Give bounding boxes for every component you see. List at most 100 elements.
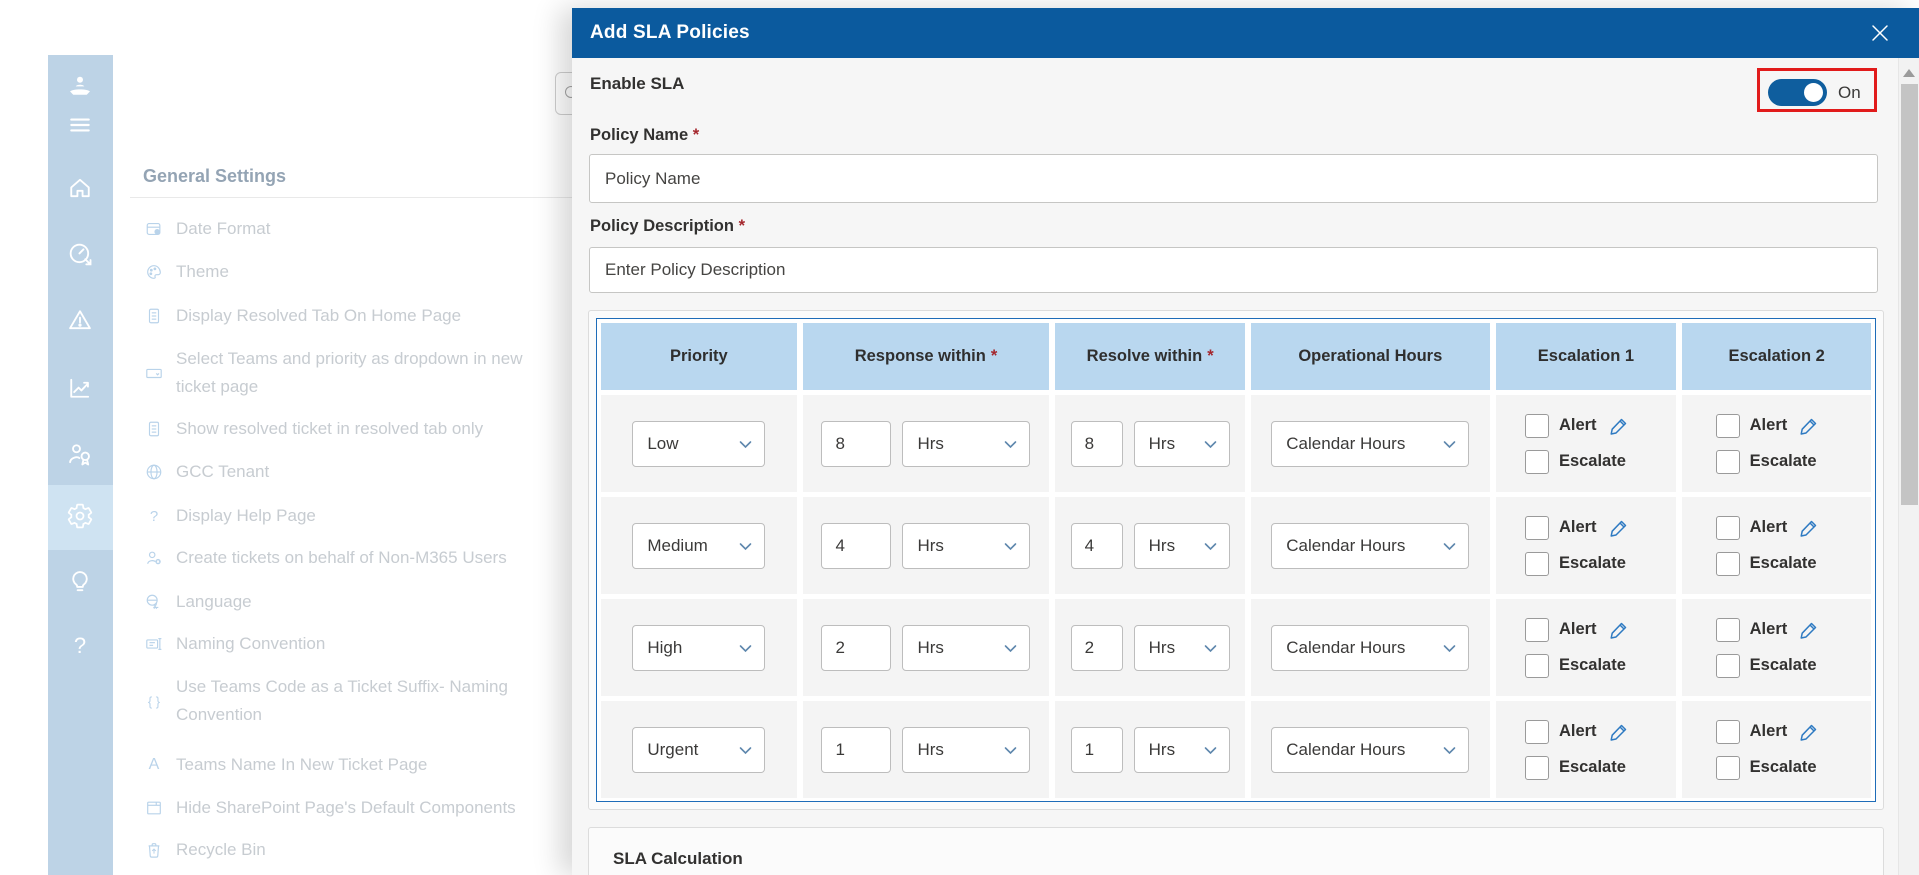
help-icon[interactable]: ? [73, 633, 87, 658]
operational-hours-select[interactable]: Calendar Hours [1271, 726, 1470, 773]
settings-list-item[interactable]: A Teams Name In New Ticket Page [145, 751, 615, 779]
settings-list-item[interactable]: Select Teams and priority as dropdown in… [145, 345, 615, 401]
response-unit-select[interactable]: Hrs [902, 522, 1031, 569]
response-value-input[interactable] [821, 522, 892, 569]
operational-hours-select[interactable]: Calendar Hours [1271, 522, 1470, 569]
resolve-value-input[interactable] [1070, 726, 1123, 773]
document-icon [145, 420, 163, 438]
enable-sla-label: Enable SLA [590, 74, 685, 93]
settings-list-item[interactable]: ? Display Help Page [145, 502, 615, 530]
resolve-unit-select[interactable]: Hrs [1133, 522, 1230, 569]
operational-hours-select[interactable]: Calendar Hours [1271, 420, 1470, 467]
resolve-unit-select[interactable]: Hrs [1133, 420, 1230, 467]
table-row: Urgent Hrs Hrs Calendar Hours AlertEscal… [601, 701, 1871, 798]
settings-list-item[interactable]: Naming Convention [145, 630, 615, 658]
alert-checkbox[interactable] [1524, 515, 1549, 540]
alerts-icon[interactable] [66, 306, 94, 334]
policy-name-input[interactable] [589, 154, 1878, 203]
edit-pencil-icon[interactable] [1607, 414, 1631, 438]
alert-checkbox[interactable] [1715, 515, 1740, 540]
dialog-title: Add SLA Policies [590, 22, 750, 43]
priority-select[interactable]: Urgent [632, 726, 766, 773]
toggle-knob [1804, 83, 1823, 102]
table-row: Medium Hrs Hrs Calendar Hours AlertEscal… [601, 497, 1871, 594]
escalate-checkbox[interactable] [1715, 653, 1740, 678]
edit-pencil-icon[interactable] [1797, 414, 1821, 438]
escalate-checkbox[interactable] [1524, 551, 1549, 576]
escalate-checkbox[interactable] [1715, 551, 1740, 576]
response-value-input[interactable] [821, 420, 892, 467]
table-row: Low Hrs Hrs Calendar Hours AlertEscalate… [601, 395, 1871, 492]
ideas-icon[interactable] [66, 568, 94, 596]
response-value-input[interactable] [821, 726, 892, 773]
resolve-value-input[interactable] [1070, 624, 1123, 671]
resolve-value-input[interactable] [1070, 522, 1123, 569]
dashboard-icon[interactable] [66, 240, 94, 268]
operational-hours-select[interactable]: Calendar Hours [1271, 624, 1470, 671]
chevron-down-icon [1443, 536, 1456, 556]
home-icon[interactable] [66, 174, 94, 202]
table-row: High Hrs Hrs Calendar Hours AlertEscalat… [601, 599, 1871, 696]
priority-select[interactable]: Medium [632, 522, 766, 569]
response-unit-select[interactable]: Hrs [902, 726, 1031, 773]
alert-checkbox[interactable] [1524, 617, 1549, 642]
escalate-checkbox[interactable] [1715, 449, 1740, 474]
settings-icon[interactable] [66, 502, 94, 530]
resolve-unit-select[interactable]: Hrs [1133, 624, 1230, 671]
chevron-down-icon [1004, 536, 1017, 556]
settings-list-item[interactable]: GCC Tenant [145, 458, 615, 486]
settings-list-item[interactable]: Show resolved ticket in resolved tab onl… [145, 415, 615, 443]
sla-table-card: Priority Response within * Resolve within… [588, 310, 1884, 810]
escalate-checkbox[interactable] [1524, 449, 1549, 474]
chevron-down-icon [739, 740, 752, 760]
settings-list-item[interactable]: Create tickets on behalf of Non-M365 Use… [145, 544, 615, 572]
edit-pencil-icon[interactable] [1607, 516, 1631, 540]
enable-sla-toggle[interactable] [1768, 79, 1827, 106]
alert-checkbox[interactable] [1524, 719, 1549, 744]
settings-list-item[interactable]: Hide SharePoint Page's Default Component… [145, 794, 615, 822]
edit-pencil-icon[interactable] [1797, 516, 1821, 540]
scrollbar-thumb[interactable] [1901, 84, 1918, 505]
alert-checkbox[interactable] [1715, 413, 1740, 438]
edit-pencil-icon[interactable] [1797, 720, 1821, 744]
priority-select[interactable]: High [632, 624, 766, 671]
priority-select[interactable]: Low [632, 420, 766, 467]
question-icon: ? [149, 507, 159, 525]
resolve-unit-select[interactable]: Hrs [1133, 726, 1230, 773]
settings-list-item[interactable]: Display Resolved Tab On Home Page [145, 302, 615, 330]
escalate-checkbox[interactable] [1524, 755, 1549, 780]
alert-checkbox[interactable] [1524, 413, 1549, 438]
chevron-down-icon [1004, 638, 1017, 658]
vertical-scrollbar[interactable] [1898, 58, 1919, 875]
response-value-input[interactable] [821, 624, 892, 671]
settings-list-item[interactable]: { } Use Teams Code as a Ticket Suffix- N… [145, 673, 615, 729]
response-unit-select[interactable]: Hrs [902, 420, 1031, 467]
sidebar-item-settings-selected[interactable] [48, 485, 113, 550]
settings-list-item[interactable]: Theme [145, 258, 615, 286]
policy-description-label: Policy Description * [590, 217, 745, 235]
settings-list-item[interactable]: Date Format [145, 215, 615, 243]
alert-checkbox[interactable] [1715, 617, 1740, 642]
alert-checkbox[interactable] [1715, 719, 1740, 744]
escalate-checkbox[interactable] [1715, 755, 1740, 780]
close-icon[interactable] [1871, 24, 1889, 42]
edit-pencil-icon[interactable] [1607, 720, 1631, 744]
response-unit-select[interactable]: Hrs [902, 624, 1031, 671]
edit-pencil-icon[interactable] [1797, 618, 1821, 642]
reports-icon[interactable] [66, 374, 94, 402]
escalate-checkbox[interactable] [1524, 653, 1549, 678]
rename-icon [145, 635, 163, 653]
chevron-down-icon [1443, 740, 1456, 760]
edit-pencil-icon[interactable] [1607, 618, 1631, 642]
chevron-down-icon [1204, 638, 1217, 658]
scroll-up-arrow-icon[interactable] [1903, 69, 1915, 77]
add-sla-policies-dialog: Add SLA Policies Enable SLA On Policy Na… [572, 8, 1919, 875]
settings-list-item[interactable]: Language [145, 588, 615, 616]
policy-description-input[interactable] [589, 247, 1878, 293]
agents-icon[interactable] [66, 440, 94, 468]
resolve-value-input[interactable] [1070, 420, 1123, 467]
settings-list-item[interactable]: Recycle Bin [145, 836, 615, 864]
sla-table: Priority Response within * Resolve within… [596, 318, 1876, 802]
support-hand-icon[interactable] [65, 72, 95, 102]
menu-icon[interactable] [67, 112, 93, 138]
